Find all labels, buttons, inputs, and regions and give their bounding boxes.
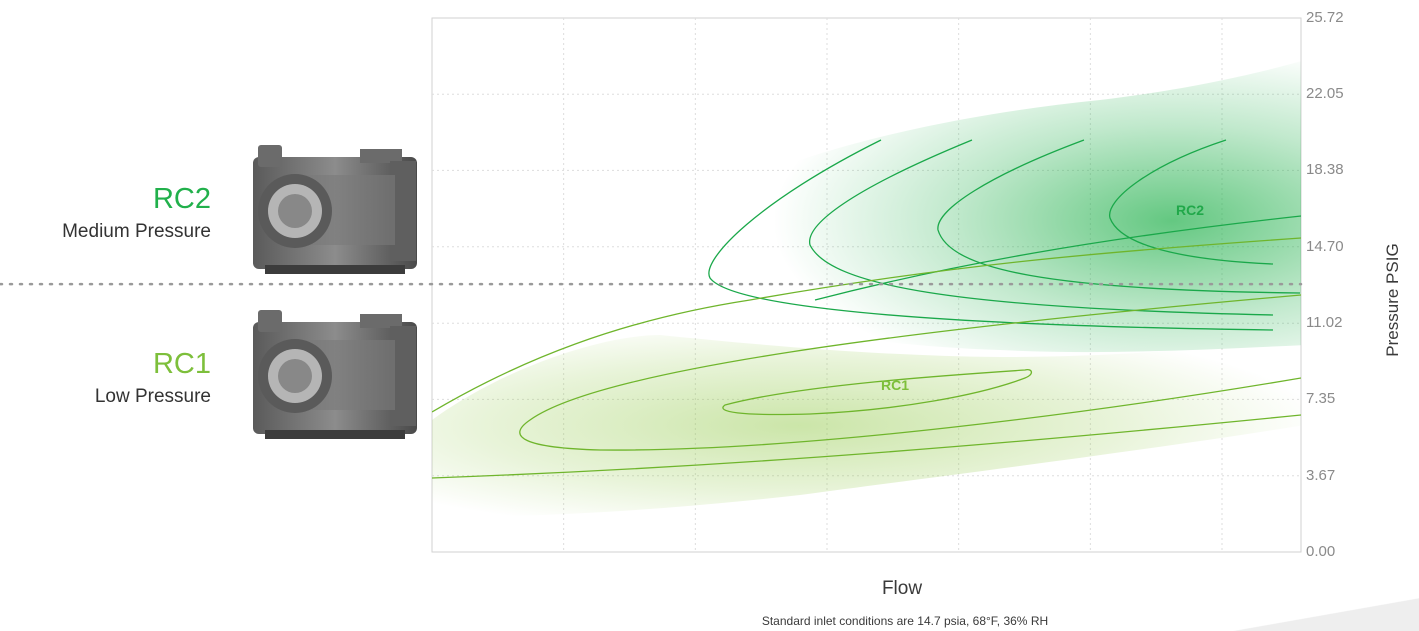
rc1-curve-large <box>519 294 1301 451</box>
y-tick-label: 18.38 <box>1306 161 1344 179</box>
rc1-curve-small <box>722 368 1033 416</box>
rc2-series-label: RC2 <box>1175 202 1205 218</box>
rc1-system-line-lower <box>432 414 1301 479</box>
rc2-curve-3 <box>937 139 1301 294</box>
rc2-blower-image <box>253 145 417 274</box>
rc2-product-name: RC2 <box>152 183 211 215</box>
rc2-system-line <box>814 215 1301 301</box>
y-axis-label: Pressure PSIG <box>1383 243 1402 357</box>
rc1-product-description: Low Pressure <box>94 386 211 407</box>
rc2-curve-2 <box>809 139 1274 316</box>
rc2-product-description: Medium Pressure <box>62 221 211 242</box>
rc2-product-label: RC2 Medium Pressure <box>62 183 211 245</box>
y-tick-label: 3.67 <box>1306 466 1336 484</box>
y-tick-label: 7.35 <box>1306 390 1336 408</box>
rc1-coverage-area <box>432 335 1301 517</box>
corner-decoration <box>1229 591 1419 631</box>
y-tick-label: 25.72 <box>1306 9 1344 26</box>
footnote: Standard inlet conditions are 14.7 psia,… <box>761 614 1049 628</box>
rc1-product-label: RC1 Low Pressure <box>95 348 211 410</box>
rc1-series-label: RC1 <box>880 377 910 393</box>
y-tick-label: 22.05 <box>1306 85 1344 103</box>
rc2-curve-1 <box>708 139 1274 331</box>
y-tick-label: 0.00 <box>1306 543 1336 560</box>
rc1-blower-image <box>253 310 417 439</box>
rc2-coverage-area <box>640 61 1301 353</box>
rc2-curve-4 <box>1109 139 1274 265</box>
y-tick-label: 14.70 <box>1306 237 1344 255</box>
y-tick-label: 11.02 <box>1306 314 1343 332</box>
rc1-product-name: RC1 <box>152 348 211 380</box>
x-axis-label: Flow <box>881 578 923 599</box>
rc1-system-line-upper <box>432 237 1301 413</box>
